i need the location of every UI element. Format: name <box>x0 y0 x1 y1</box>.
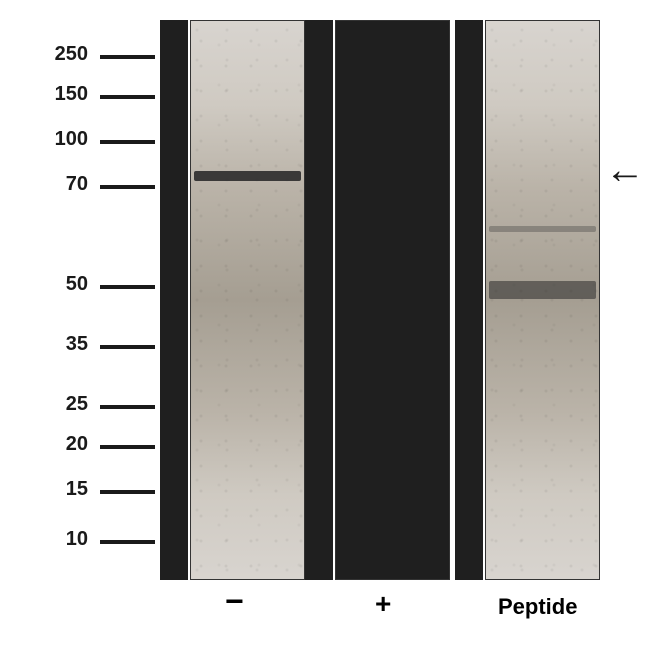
band-peptide-2 <box>489 281 596 299</box>
tick-35 <box>100 345 155 349</box>
mw-label-25: 25 <box>0 393 88 416</box>
mw-label-150: 150 <box>0 83 88 106</box>
tick-150 <box>100 95 155 99</box>
target-arrow: ← <box>605 148 645 193</box>
mw-label-100: 100 <box>0 128 88 151</box>
tick-25 <box>100 405 155 409</box>
divider-mid <box>305 20 333 580</box>
mw-label-50: 50 <box>0 273 88 296</box>
lane-plus <box>335 20 450 580</box>
tick-50 <box>100 285 155 289</box>
lane-label-plus: + <box>375 588 391 620</box>
tick-250 <box>100 55 155 59</box>
lane-label-minus: − <box>225 583 244 620</box>
noise-overlay <box>486 21 599 579</box>
lane-minus <box>190 20 305 580</box>
mw-label-35: 35 <box>0 333 88 356</box>
tick-15 <box>100 490 155 494</box>
mw-label-20: 20 <box>0 433 88 456</box>
lane-peptide <box>485 20 600 580</box>
mw-label-15: 15 <box>0 478 88 501</box>
lane-label-peptide: Peptide <box>498 594 577 620</box>
blot-container: 250 150 100 70 50 35 25 20 15 10 − + Pep… <box>0 0 650 650</box>
tick-100 <box>100 140 155 144</box>
divider-right <box>455 20 483 580</box>
tick-20 <box>100 445 155 449</box>
mw-label-70: 70 <box>0 173 88 196</box>
tick-10 <box>100 540 155 544</box>
mw-label-250: 250 <box>0 43 88 66</box>
noise-overlay <box>191 21 304 579</box>
divider-left <box>160 20 188 580</box>
band-peptide-1 <box>489 226 596 232</box>
band-minus-1 <box>194 171 301 181</box>
tick-70 <box>100 185 155 189</box>
mw-label-10: 10 <box>0 528 88 551</box>
